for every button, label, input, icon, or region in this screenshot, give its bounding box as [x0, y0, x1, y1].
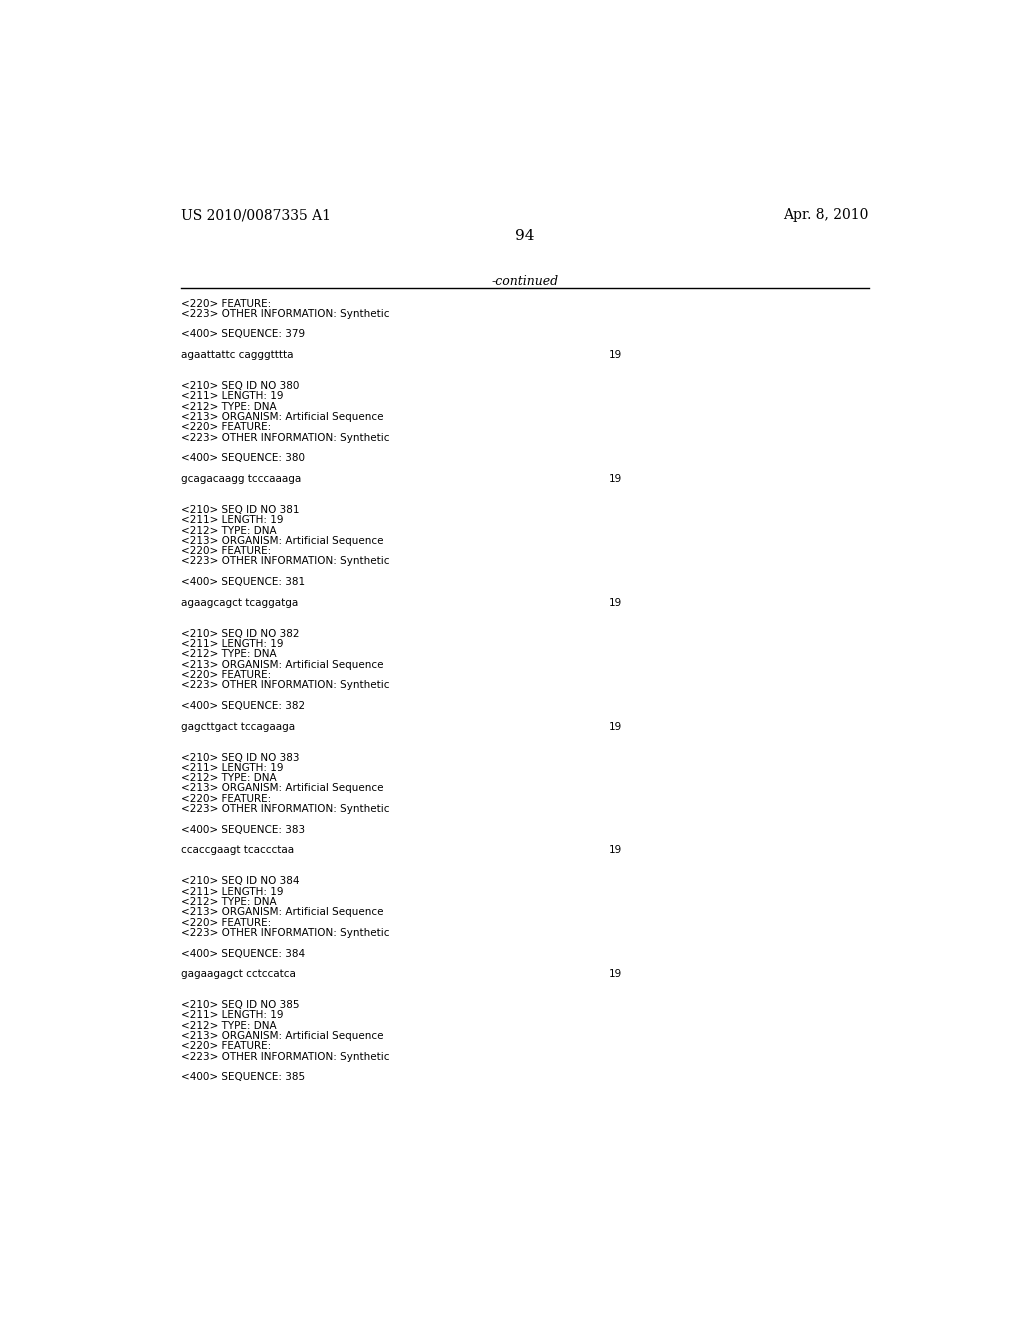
Text: 19: 19	[608, 722, 622, 731]
Text: gagcttgact tccagaaga: gagcttgact tccagaaga	[180, 722, 295, 731]
Text: <213> ORGANISM: Artificial Sequence: <213> ORGANISM: Artificial Sequence	[180, 536, 383, 546]
Text: <223> OTHER INFORMATION: Synthetic: <223> OTHER INFORMATION: Synthetic	[180, 680, 389, 690]
Text: agaagcagct tcaggatga: agaagcagct tcaggatga	[180, 598, 298, 607]
Text: <210> SEQ ID NO 380: <210> SEQ ID NO 380	[180, 381, 299, 391]
Text: 19: 19	[608, 969, 622, 979]
Text: <400> SEQUENCE: 381: <400> SEQUENCE: 381	[180, 577, 305, 587]
Text: Apr. 8, 2010: Apr. 8, 2010	[783, 209, 869, 223]
Text: <212> TYPE: DNA: <212> TYPE: DNA	[180, 649, 276, 660]
Text: <211> LENGTH: 19: <211> LENGTH: 19	[180, 1011, 284, 1020]
Text: <400> SEQUENCE: 379: <400> SEQUENCE: 379	[180, 330, 305, 339]
Text: <220> FEATURE:: <220> FEATURE:	[180, 671, 271, 680]
Text: <223> OTHER INFORMATION: Synthetic: <223> OTHER INFORMATION: Synthetic	[180, 309, 389, 319]
Text: <223> OTHER INFORMATION: Synthetic: <223> OTHER INFORMATION: Synthetic	[180, 804, 389, 814]
Text: <212> TYPE: DNA: <212> TYPE: DNA	[180, 525, 276, 536]
Text: -continued: -continued	[492, 276, 558, 289]
Text: <211> LENGTH: 19: <211> LENGTH: 19	[180, 763, 284, 772]
Text: <212> TYPE: DNA: <212> TYPE: DNA	[180, 1020, 276, 1031]
Text: <211> LENGTH: 19: <211> LENGTH: 19	[180, 515, 284, 525]
Text: 19: 19	[608, 350, 622, 360]
Text: <220> FEATURE:: <220> FEATURE:	[180, 422, 271, 433]
Text: <210> SEQ ID NO 385: <210> SEQ ID NO 385	[180, 1001, 299, 1010]
Text: <212> TYPE: DNA: <212> TYPE: DNA	[180, 401, 276, 412]
Text: gagaagagct cctccatca: gagaagagct cctccatca	[180, 969, 296, 979]
Text: 19: 19	[608, 474, 622, 484]
Text: <220> FEATURE:: <220> FEATURE:	[180, 917, 271, 928]
Text: 19: 19	[608, 598, 622, 607]
Text: ccaccgaagt tcaccctaa: ccaccgaagt tcaccctaa	[180, 845, 294, 855]
Text: <210> SEQ ID NO 383: <210> SEQ ID NO 383	[180, 752, 299, 763]
Text: <400> SEQUENCE: 380: <400> SEQUENCE: 380	[180, 453, 305, 463]
Text: <223> OTHER INFORMATION: Synthetic: <223> OTHER INFORMATION: Synthetic	[180, 557, 389, 566]
Text: <400> SEQUENCE: 383: <400> SEQUENCE: 383	[180, 825, 305, 834]
Text: <400> SEQUENCE: 385: <400> SEQUENCE: 385	[180, 1072, 305, 1082]
Text: <212> TYPE: DNA: <212> TYPE: DNA	[180, 898, 276, 907]
Text: <211> LENGTH: 19: <211> LENGTH: 19	[180, 887, 284, 896]
Text: <211> LENGTH: 19: <211> LENGTH: 19	[180, 392, 284, 401]
Text: agaattattc cagggtttta: agaattattc cagggtttta	[180, 350, 293, 360]
Text: <220> FEATURE:: <220> FEATURE:	[180, 546, 271, 556]
Text: <223> OTHER INFORMATION: Synthetic: <223> OTHER INFORMATION: Synthetic	[180, 433, 389, 442]
Text: 19: 19	[608, 845, 622, 855]
Text: <220> FEATURE:: <220> FEATURE:	[180, 1041, 271, 1052]
Text: <211> LENGTH: 19: <211> LENGTH: 19	[180, 639, 284, 649]
Text: <400> SEQUENCE: 384: <400> SEQUENCE: 384	[180, 949, 305, 958]
Text: <213> ORGANISM: Artificial Sequence: <213> ORGANISM: Artificial Sequence	[180, 907, 383, 917]
Text: <223> OTHER INFORMATION: Synthetic: <223> OTHER INFORMATION: Synthetic	[180, 1052, 389, 1061]
Text: <220> FEATURE:: <220> FEATURE:	[180, 793, 271, 804]
Text: <210> SEQ ID NO 382: <210> SEQ ID NO 382	[180, 628, 299, 639]
Text: <210> SEQ ID NO 384: <210> SEQ ID NO 384	[180, 876, 299, 886]
Text: gcagacaagg tcccaaaga: gcagacaagg tcccaaaga	[180, 474, 301, 484]
Text: <223> OTHER INFORMATION: Synthetic: <223> OTHER INFORMATION: Synthetic	[180, 928, 389, 939]
Text: <400> SEQUENCE: 382: <400> SEQUENCE: 382	[180, 701, 305, 711]
Text: <213> ORGANISM: Artificial Sequence: <213> ORGANISM: Artificial Sequence	[180, 660, 383, 669]
Text: <210> SEQ ID NO 381: <210> SEQ ID NO 381	[180, 506, 299, 515]
Text: <213> ORGANISM: Artificial Sequence: <213> ORGANISM: Artificial Sequence	[180, 1031, 383, 1041]
Text: <212> TYPE: DNA: <212> TYPE: DNA	[180, 774, 276, 783]
Text: <213> ORGANISM: Artificial Sequence: <213> ORGANISM: Artificial Sequence	[180, 412, 383, 422]
Text: US 2010/0087335 A1: US 2010/0087335 A1	[180, 209, 331, 223]
Text: <220> FEATURE:: <220> FEATURE:	[180, 298, 271, 309]
Text: 94: 94	[515, 230, 535, 243]
Text: <213> ORGANISM: Artificial Sequence: <213> ORGANISM: Artificial Sequence	[180, 784, 383, 793]
